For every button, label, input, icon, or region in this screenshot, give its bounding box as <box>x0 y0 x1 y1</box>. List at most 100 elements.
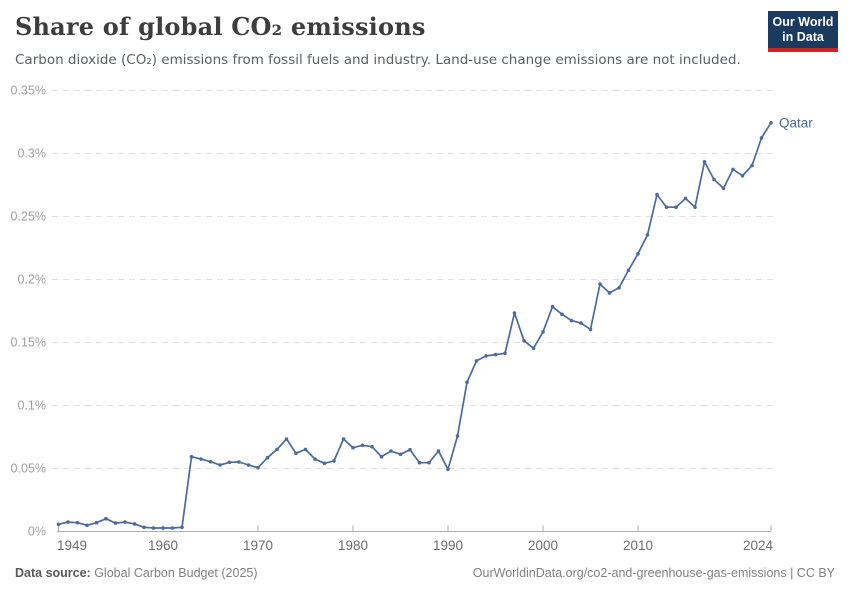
data-point[interactable] <box>360 443 365 448</box>
data-point[interactable] <box>655 192 659 197</box>
data-point[interactable] <box>313 457 317 461</box>
x-tick-label: 2010 <box>623 538 653 553</box>
data-point[interactable] <box>522 338 526 343</box>
data-point[interactable] <box>351 445 355 450</box>
data-point[interactable] <box>436 449 441 453</box>
data-point[interactable] <box>294 451 298 456</box>
y-tick-label: 0.25% <box>11 210 46 224</box>
data-point[interactable] <box>161 526 165 530</box>
data-point[interactable] <box>721 186 726 191</box>
data-point[interactable] <box>617 286 621 290</box>
data-point[interactable] <box>199 457 203 461</box>
data-point[interactable] <box>465 380 469 385</box>
y-tick-label: 0% <box>28 525 46 539</box>
data-point[interactable] <box>712 177 716 182</box>
data-point[interactable] <box>702 160 707 164</box>
data-point[interactable] <box>579 321 583 325</box>
data-point[interactable] <box>246 463 251 467</box>
data-point[interactable] <box>379 454 384 459</box>
data-point[interactable] <box>142 525 146 530</box>
data-point[interactable] <box>66 520 70 524</box>
data-point[interactable] <box>531 346 536 351</box>
data-source-value: Global Carbon Budget (2025) <box>90 566 258 580</box>
data-point[interactable] <box>75 520 80 525</box>
data-point[interactable] <box>455 434 460 438</box>
data-point[interactable] <box>503 351 507 356</box>
data-point[interactable] <box>607 291 612 295</box>
y-tick-label: 0.05% <box>11 462 46 476</box>
data-point[interactable] <box>189 454 194 459</box>
owid-logo-line1: Our World <box>772 14 834 29</box>
data-point[interactable] <box>56 522 61 527</box>
data-point[interactable] <box>332 459 336 463</box>
x-tick-label: 2024 <box>743 538 774 553</box>
data-point[interactable] <box>208 459 213 464</box>
data-point[interactable] <box>237 460 241 464</box>
data-point[interactable] <box>750 163 754 168</box>
data-point[interactable] <box>541 330 545 334</box>
data-point[interactable] <box>170 526 175 530</box>
data-point[interactable] <box>484 354 488 358</box>
series-label-qatar[interactable]: Qatar <box>779 115 813 130</box>
data-point[interactable] <box>341 437 346 441</box>
x-tick-label: 2000 <box>528 538 558 553</box>
footer-link[interactable]: OurWorldinData.org/co2-and-greenhouse-ga… <box>472 566 835 580</box>
data-point[interactable] <box>636 252 640 256</box>
data-point[interactable] <box>693 205 697 209</box>
data-point[interactable] <box>398 452 403 457</box>
data-point[interactable] <box>104 516 108 521</box>
data-point[interactable] <box>560 312 564 317</box>
data-point[interactable] <box>569 318 574 323</box>
data-point[interactable] <box>427 460 431 465</box>
data-point[interactable] <box>588 327 593 332</box>
data-point[interactable] <box>759 136 764 140</box>
data-point[interactable] <box>598 282 602 286</box>
y-tick-label: 0.3% <box>18 147 47 161</box>
data-point[interactable] <box>512 311 517 315</box>
data-point[interactable] <box>275 447 279 452</box>
data-point[interactable] <box>446 467 450 472</box>
data-point[interactable] <box>740 173 745 178</box>
data-source: Data source: Global Carbon Budget (2025) <box>15 566 258 580</box>
data-source-label: Data source: <box>15 566 91 580</box>
page-title: Share of global CO₂ emissions <box>15 12 426 41</box>
data-point[interactable] <box>303 447 308 452</box>
series-line-qatar[interactable] <box>57 121 772 529</box>
data-point[interactable] <box>256 465 260 470</box>
data-point[interactable] <box>123 520 127 524</box>
y-tick-label: 0.1% <box>18 399 47 413</box>
data-point[interactable] <box>683 196 688 201</box>
data-point[interactable] <box>113 521 118 525</box>
x-tick-label: 1949 <box>57 538 87 553</box>
data-point[interactable] <box>370 444 374 449</box>
y-tick-label: 0.15% <box>11 336 46 350</box>
data-point[interactable] <box>408 447 412 452</box>
data-point[interactable] <box>151 526 156 530</box>
data-point[interactable] <box>180 525 184 530</box>
data-point[interactable] <box>769 121 773 125</box>
owid-logo-line2: in Data <box>782 29 824 44</box>
data-point[interactable] <box>626 268 631 273</box>
data-point[interactable] <box>731 167 735 172</box>
data-point[interactable] <box>493 352 498 357</box>
data-point[interactable] <box>227 460 232 465</box>
data-point[interactable] <box>265 455 270 460</box>
data-point[interactable] <box>674 205 678 209</box>
data-point[interactable] <box>132 522 137 526</box>
data-point[interactable] <box>550 304 555 309</box>
data-point[interactable] <box>417 460 422 465</box>
data-point[interactable] <box>94 520 99 525</box>
data-point[interactable] <box>645 233 650 237</box>
data-point[interactable] <box>664 205 669 209</box>
data-point[interactable] <box>389 449 393 453</box>
data-point[interactable] <box>218 463 222 467</box>
x-tick-label: 1960 <box>148 538 178 553</box>
x-tick-label: 1990 <box>433 538 463 553</box>
data-point[interactable] <box>85 523 89 528</box>
data-point[interactable] <box>322 461 327 466</box>
data-point[interactable] <box>474 359 479 363</box>
data-point[interactable] <box>284 437 289 441</box>
x-tick-label: 1980 <box>338 538 368 553</box>
